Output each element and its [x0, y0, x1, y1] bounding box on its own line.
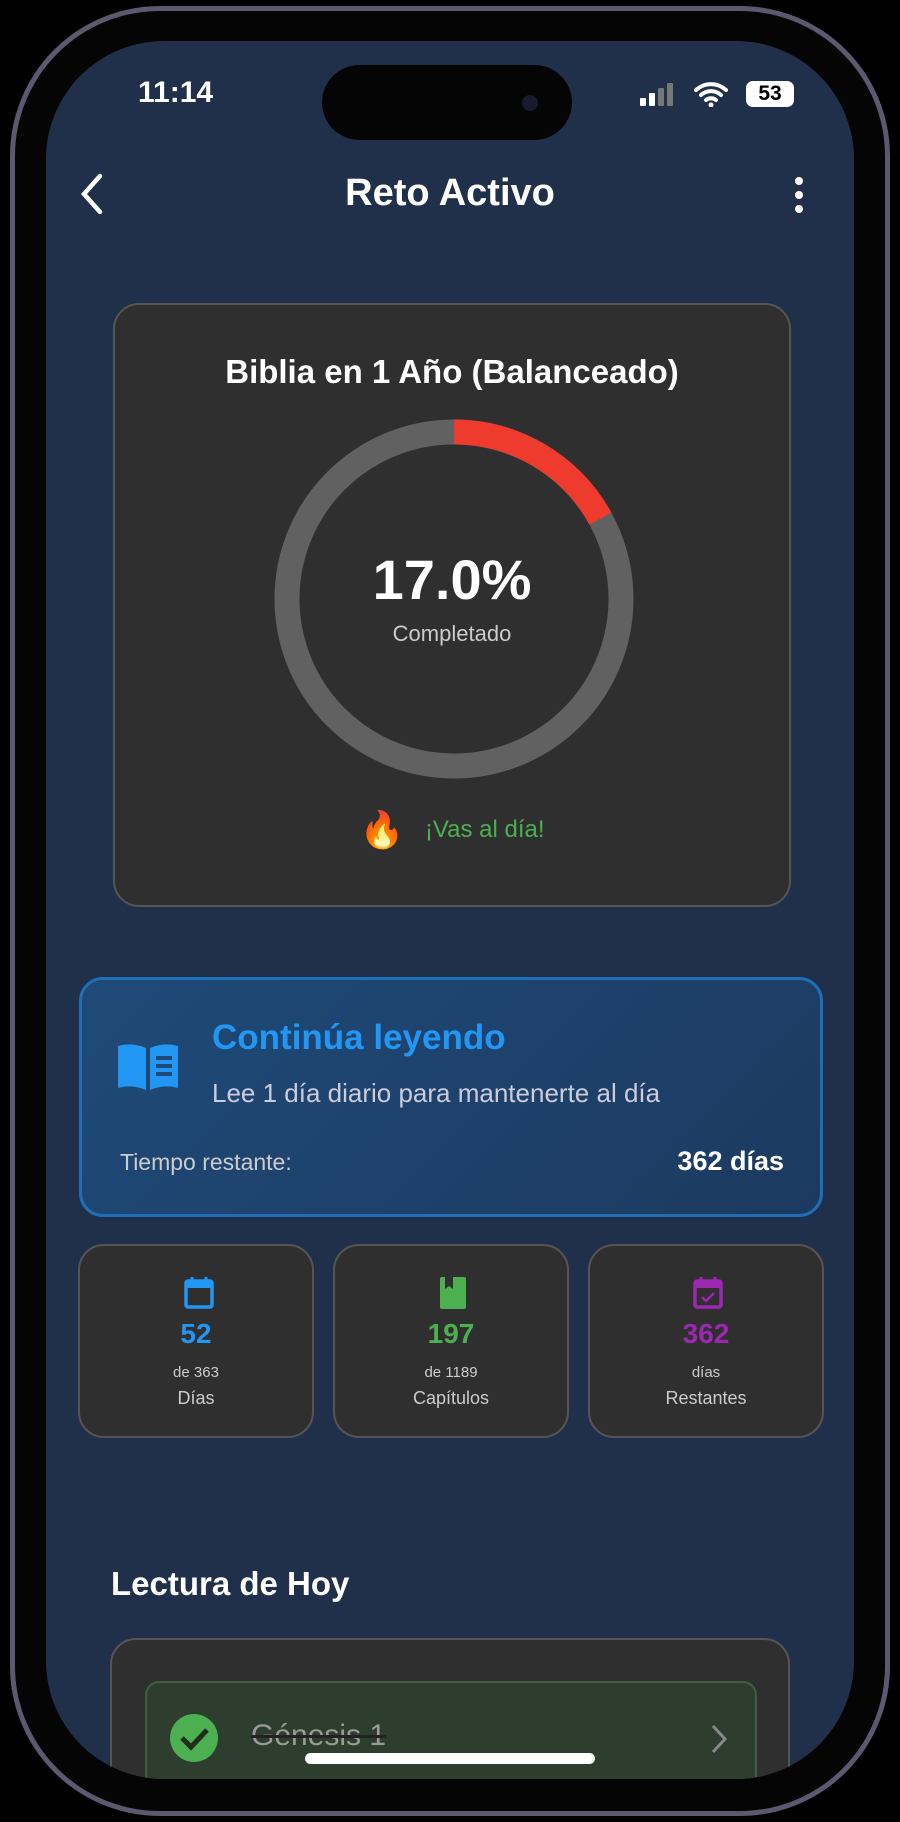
dynamic-island: [322, 65, 572, 140]
stat-label: Días: [177, 1388, 215, 1408]
remaining-label: Tiempo restante:: [120, 1149, 292, 1175]
stat-value: 52: [180, 1318, 212, 1349]
progress-card: Biblia en 1 Año (Balanceado) 17.0% Compl…: [113, 303, 791, 907]
section-heading: Lectura de Hoy: [111, 1565, 350, 1602]
fire-icon: 🔥: [359, 809, 405, 850]
progress-ring: [274, 419, 634, 779]
plan-title: Biblia en 1 Año (Balanceado): [225, 353, 679, 390]
stat-label: Capítulos: [412, 1388, 490, 1408]
book-icon: [440, 1277, 466, 1309]
camera-icon: [522, 95, 538, 111]
continue-title: Continúa leyendo: [212, 1018, 506, 1057]
more-vertical-icon[interactable]: [792, 175, 806, 215]
reading-label: Génesis 1: [251, 1719, 387, 1752]
continue-subtitle: Lee 1 día diario para mantenerte al día: [212, 1078, 661, 1108]
progress-caption: Completado: [392, 621, 512, 646]
reading-item[interactable]: Génesis 1: [145, 1681, 757, 1779]
stat-card-days: 52 de 363 Días: [78, 1244, 314, 1438]
app-screen: 11:14 53 Reto Activo Biblia en 1 Año (Ba…: [46, 41, 854, 1779]
chevron-left-icon[interactable]: [76, 172, 106, 216]
signal-icon: [640, 83, 673, 106]
stat-card-remaining: 362 días Restantes: [588, 1244, 824, 1438]
calendar-icon: [184, 1277, 214, 1309]
stat-card-chapters: 197 de 1189 Capítulos: [333, 1244, 569, 1438]
stat-label: Restantes: [665, 1388, 747, 1408]
check-circle-icon[interactable]: [169, 1713, 219, 1763]
battery-indicator: 53: [746, 81, 794, 107]
stat-value: 362: [682, 1318, 730, 1349]
stat-value: 197: [427, 1318, 475, 1349]
progress-arc: [274, 419, 634, 779]
chevron-right-icon: [711, 1724, 728, 1754]
stat-sub: de 1189: [424, 1364, 478, 1381]
stat-sub: días: [691, 1364, 721, 1381]
wifi-icon: [694, 82, 728, 107]
calendar-check-icon: [693, 1277, 723, 1309]
page-title: Reto Activo: [345, 172, 555, 214]
remaining-value: 362 días: [677, 1146, 784, 1176]
status-row: 🔥 ¡Vas al día!: [115, 809, 789, 851]
continue-reading-card[interactable]: Continúa leyendo Lee 1 día diario para m…: [79, 977, 823, 1217]
progress-percent: 17.0%: [372, 548, 532, 611]
status-text: ¡Vas al día!: [424, 816, 545, 843]
status-time: 11:14: [138, 76, 214, 109]
open-book-icon: [118, 1044, 178, 1090]
home-indicator[interactable]: [305, 1753, 595, 1764]
stat-sub: de 363: [173, 1364, 219, 1381]
